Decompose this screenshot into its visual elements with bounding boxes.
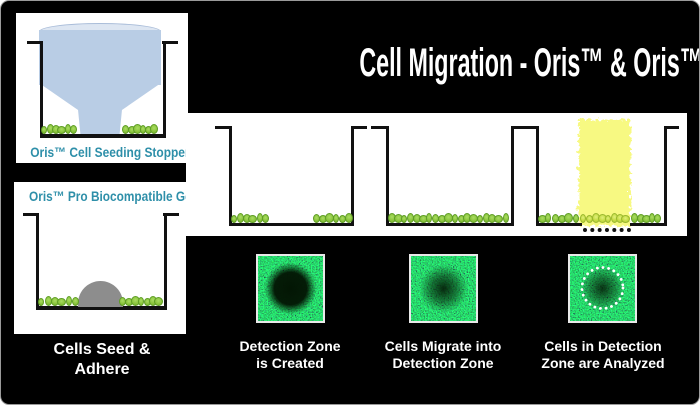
- cell-dot-icon: [66, 296, 72, 306]
- well3-rim-left: [522, 126, 537, 129]
- cell-dot-icon: [580, 214, 586, 223]
- cell-dot-icon: [400, 215, 407, 223]
- microscopy-image-analysis: [568, 254, 637, 323]
- cell-dot-icon: [545, 213, 551, 223]
- step1-caption-line2: is Created: [256, 355, 324, 371]
- well2-wall-left: [386, 126, 389, 226]
- well1-rim-left: [215, 126, 230, 129]
- well3-floor-left: [536, 223, 582, 226]
- cell-dot-icon: [493, 215, 503, 223]
- seed-adhere-caption: Cells Seed & Adhere: [16, 340, 188, 380]
- cell-dot-icon: [503, 213, 509, 223]
- cell-dot-icon: [150, 124, 158, 134]
- cell-dot-icon: [605, 215, 612, 223]
- seed-adhere-caption-line2: Adhere: [74, 361, 130, 378]
- well-wall-right: [164, 213, 167, 310]
- step1-caption: Detection Zone is Created: [215, 338, 365, 372]
- stopper-panel-label: Oris™ Cell Seeding Stoppers: [16, 144, 196, 160]
- cell-dot-icon: [262, 214, 269, 223]
- cell-dot-icon: [333, 214, 340, 223]
- dotted-detection-ring-icon: [580, 266, 625, 310]
- cell-layer: [16, 13, 188, 163]
- cell-dot-icon: [563, 213, 573, 223]
- step3-caption-line1: Cells in Detection: [544, 338, 662, 354]
- detection-zone-dotted-line: [583, 228, 631, 232]
- step2-caption: Cells Migrate into Detection Zone: [368, 338, 518, 372]
- step2-caption-line2: Detection Zone: [392, 355, 494, 371]
- stopper-panel: Oris™ Cell Seeding Stoppers: [16, 13, 196, 163]
- step2-caption-line1: Cells Migrate into: [384, 338, 502, 354]
- microscopy-image-detection-zone: [256, 254, 325, 323]
- well2-wall-right: [511, 126, 514, 226]
- well-wall-left: [40, 41, 43, 138]
- cell-seeding-stopper-icon: [39, 30, 161, 85]
- cell-dot-icon: [38, 298, 44, 306]
- well3-wall-left: [536, 126, 539, 226]
- well1-rim-right: [351, 126, 367, 129]
- cell-layer: [14, 182, 186, 334]
- cell-dot-icon: [477, 215, 484, 223]
- gel-panel-label-text: Oris™ Pro Biocompatible Gel: [29, 188, 196, 204]
- well2-rim-left: [371, 126, 387, 129]
- well-rim-right: [162, 41, 178, 44]
- seed-adhere-caption-line1: Cells Seed &: [53, 341, 151, 358]
- well3-floor-right: [630, 223, 667, 226]
- step3-caption-line2: Zone are Analyzed: [541, 355, 665, 371]
- cell-dot-icon: [57, 298, 67, 306]
- step1-caption-line1: Detection Zone: [239, 338, 341, 354]
- well-wall-right: [163, 41, 166, 138]
- well1-wall-right: [351, 126, 354, 226]
- cell-dot-icon: [138, 297, 144, 306]
- well-floor: [40, 134, 166, 138]
- gel-panel: Oris™ Pro Biocompatible Gel: [14, 182, 195, 334]
- page-title-text: Cell Migration - Oris™ & Oris™ Pro Assay…: [359, 41, 700, 85]
- well3-rim-right: [664, 126, 679, 129]
- wells-panel: [186, 113, 687, 236]
- cell-layer: [186, 113, 687, 236]
- well-wall-left: [36, 213, 39, 310]
- stopper-panel-label-text: Oris™ Cell Seeding Stoppers: [30, 144, 197, 160]
- microscopy-image-migration: [409, 254, 478, 323]
- well2-rim-right: [511, 126, 527, 129]
- cell-dot-icon: [345, 213, 353, 223]
- well1-floor: [229, 223, 354, 226]
- well2-floor: [386, 223, 514, 226]
- gel-panel-label: Oris™ Pro Biocompatible Gel: [14, 188, 195, 204]
- cell-dot-icon: [573, 214, 579, 223]
- cell-dot-icon: [451, 214, 458, 223]
- cell-dot-icon: [154, 297, 163, 306]
- cell-dot-icon: [231, 215, 237, 223]
- well1-wall-left: [229, 126, 232, 226]
- cell-dot-icon: [621, 215, 630, 223]
- cell-dot-icon: [426, 213, 433, 223]
- step3-caption: Cells in Detection Zone are Analyzed: [528, 338, 678, 372]
- yellow-highlight-zone: [577, 118, 629, 224]
- well-rim-right: [163, 213, 179, 216]
- cell-dot-icon: [41, 126, 47, 134]
- cell-free-zone-blob: [258, 256, 323, 321]
- cell-dot-icon: [70, 125, 77, 134]
- closing-zone-blob: [411, 256, 476, 321]
- page-title: Cell Migration - Oris™ & Oris™ Pro Assay…: [188, 41, 699, 86]
- cell-dot-icon: [654, 214, 661, 223]
- well-rim-left: [23, 213, 39, 216]
- cell-dot-icon: [248, 215, 258, 223]
- cell-dot-icon: [72, 297, 79, 306]
- well3-wall-right: [664, 126, 667, 226]
- well-rim-left: [27, 41, 43, 44]
- well-floor: [36, 306, 167, 310]
